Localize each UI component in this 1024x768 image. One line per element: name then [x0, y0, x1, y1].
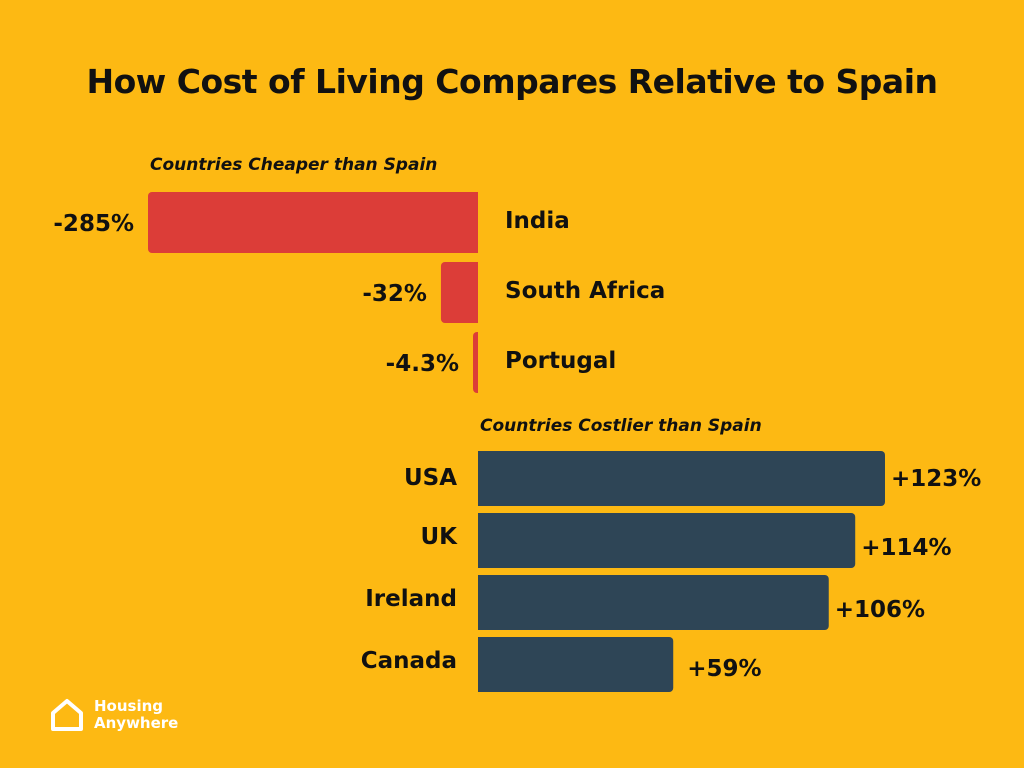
value-label: -32%: [362, 281, 427, 307]
value-label: +123%: [891, 466, 981, 492]
bar-south-africa: [440, 262, 482, 323]
category-label: Canada: [361, 648, 457, 674]
value-label: +59%: [687, 656, 761, 682]
cheaper-group-title: Countries Cheaper than Spain: [150, 155, 438, 175]
bar-edge: [478, 192, 482, 253]
category-label: Portugal: [505, 348, 616, 374]
category-label: UK: [421, 524, 459, 550]
bar-india: [148, 192, 482, 253]
bar-edge: [478, 262, 482, 323]
housing-anywhere-logo: Housing Anywhere: [50, 698, 178, 732]
chart-title: How Cost of Living Compares Relative to …: [86, 62, 938, 101]
house-icon: [51, 699, 83, 731]
bar-edge: [474, 451, 478, 506]
value-label: -285%: [53, 211, 134, 237]
category-label: South Africa: [505, 278, 665, 304]
bar-edge: [474, 575, 478, 630]
brand-line-2: Anywhere: [94, 714, 179, 732]
bar-ireland: [474, 575, 829, 630]
costlier-group-title: Countries Costlier than Spain: [480, 416, 762, 436]
bar-edge: [474, 513, 478, 568]
bar-canada: [474, 637, 674, 692]
category-label: USA: [404, 465, 457, 491]
bar-edge: [478, 332, 482, 393]
category-label: Ireland: [365, 586, 457, 612]
brand-line-1: Housing: [94, 697, 164, 715]
value-label: -4.3%: [386, 351, 459, 377]
bar-uk: [474, 513, 856, 568]
bar-edge: [474, 637, 478, 692]
category-label: India: [505, 208, 570, 234]
value-label: +106%: [835, 597, 925, 623]
value-label: +114%: [861, 535, 951, 561]
bar-usa: [474, 451, 885, 506]
